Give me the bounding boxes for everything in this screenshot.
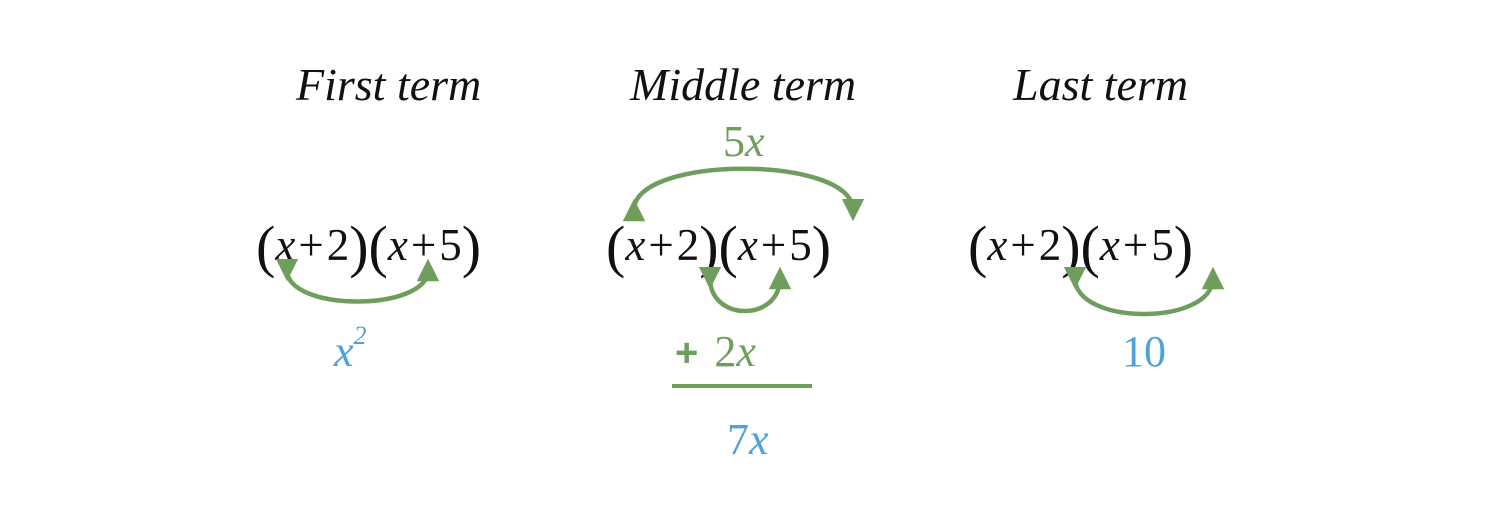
inner-arrow bbox=[698, 266, 792, 314]
paren-close: ) bbox=[1173, 214, 1194, 279]
expression-middle: (x+2)(x+5) bbox=[606, 218, 831, 276]
last-product: 10 bbox=[1122, 327, 1166, 376]
inner-plus-sign: + bbox=[675, 331, 699, 375]
middle-sum: 7x bbox=[727, 418, 769, 462]
outer-product-var: x bbox=[745, 117, 765, 166]
last-term-heading: Last term bbox=[1013, 59, 1189, 110]
first-term-heading: First term bbox=[296, 59, 482, 110]
variable: x bbox=[625, 220, 646, 270]
outer-arrow bbox=[622, 166, 865, 222]
paren-close: ) bbox=[811, 214, 832, 279]
constant: 2 bbox=[676, 220, 700, 270]
constant: 2 bbox=[1038, 220, 1062, 270]
paren-close: ) bbox=[461, 214, 482, 279]
paren-close: ) bbox=[699, 214, 719, 279]
last-arrow bbox=[1063, 266, 1225, 317]
variable: x bbox=[737, 220, 758, 270]
plus-sign: + bbox=[760, 220, 787, 270]
first-arrow bbox=[275, 258, 440, 304]
middle-sum-coef: 7 bbox=[727, 415, 749, 464]
constant: 5 bbox=[439, 220, 462, 270]
paren-open: ( bbox=[968, 214, 988, 279]
plus-sign: + bbox=[648, 220, 674, 270]
paren-close: ) bbox=[1061, 214, 1081, 279]
paren-open: ( bbox=[718, 214, 738, 279]
outer-product: 5x bbox=[723, 120, 765, 164]
plus-sign: + bbox=[1010, 220, 1036, 270]
constant: 2 bbox=[326, 220, 350, 270]
constant: 5 bbox=[1151, 220, 1174, 270]
inner-product: +2x bbox=[675, 330, 756, 374]
paren-open: ( bbox=[606, 214, 626, 279]
plus-sign: + bbox=[1122, 220, 1149, 270]
middle-term-heading: Middle term bbox=[630, 59, 857, 110]
first-product: x2 bbox=[334, 323, 367, 376]
outer-product-coef: 5 bbox=[723, 117, 745, 166]
inner-product-coef: 2 bbox=[714, 327, 737, 376]
constant: 5 bbox=[789, 220, 812, 270]
variable: x bbox=[387, 220, 408, 270]
paren-open: ( bbox=[256, 214, 276, 279]
paren-open: ( bbox=[1080, 214, 1100, 279]
inner-product-var: x bbox=[736, 327, 756, 376]
middle-sum-var: x bbox=[749, 415, 769, 464]
first-product-exponent: 2 bbox=[353, 321, 367, 350]
first-product-base: x bbox=[334, 327, 354, 376]
expression-last: (x+2)(x+5) bbox=[968, 218, 1193, 276]
variable: x bbox=[987, 220, 1008, 270]
variable: x bbox=[1099, 220, 1120, 270]
variable: x bbox=[275, 220, 296, 270]
